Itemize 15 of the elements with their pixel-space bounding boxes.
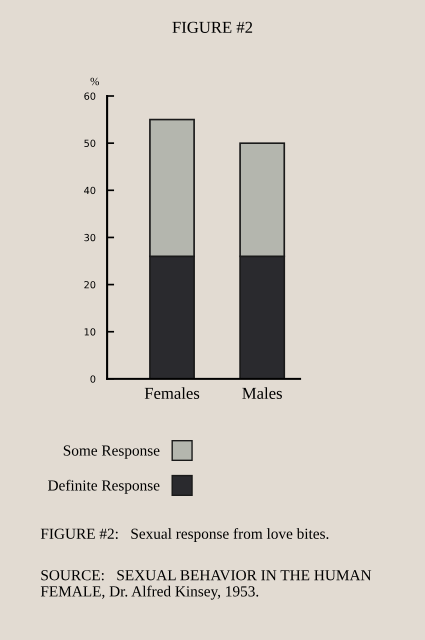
source-note: SOURCE: SEXUAL BEHAVIOR IN THE HUMAN FEMALE, Dr. Alfred Kinsey, 1953. xyxy=(40,570,372,600)
text: FIGURE #2: Sexual response from love bites. xyxy=(40,528,328,542)
y-tick-label: 30 xyxy=(84,234,96,242)
y-axis-title: % xyxy=(90,78,100,86)
legend-label: Some Response xyxy=(64,445,160,459)
x-tick-label: Females xyxy=(144,387,200,399)
y-tick-label: 40 xyxy=(84,186,96,194)
y-tick-label: 50 xyxy=(84,140,96,147)
y-tick-label: 60 xyxy=(84,92,96,100)
chart-title: FIGURE #2 xyxy=(172,22,252,33)
x-tick-label: Males xyxy=(242,387,282,399)
y-tick-label: 0 xyxy=(90,375,96,383)
y-tick-label: 20 xyxy=(84,281,96,288)
legend-label: Definite Response xyxy=(48,480,160,494)
y-tick-label: 10 xyxy=(84,328,96,336)
